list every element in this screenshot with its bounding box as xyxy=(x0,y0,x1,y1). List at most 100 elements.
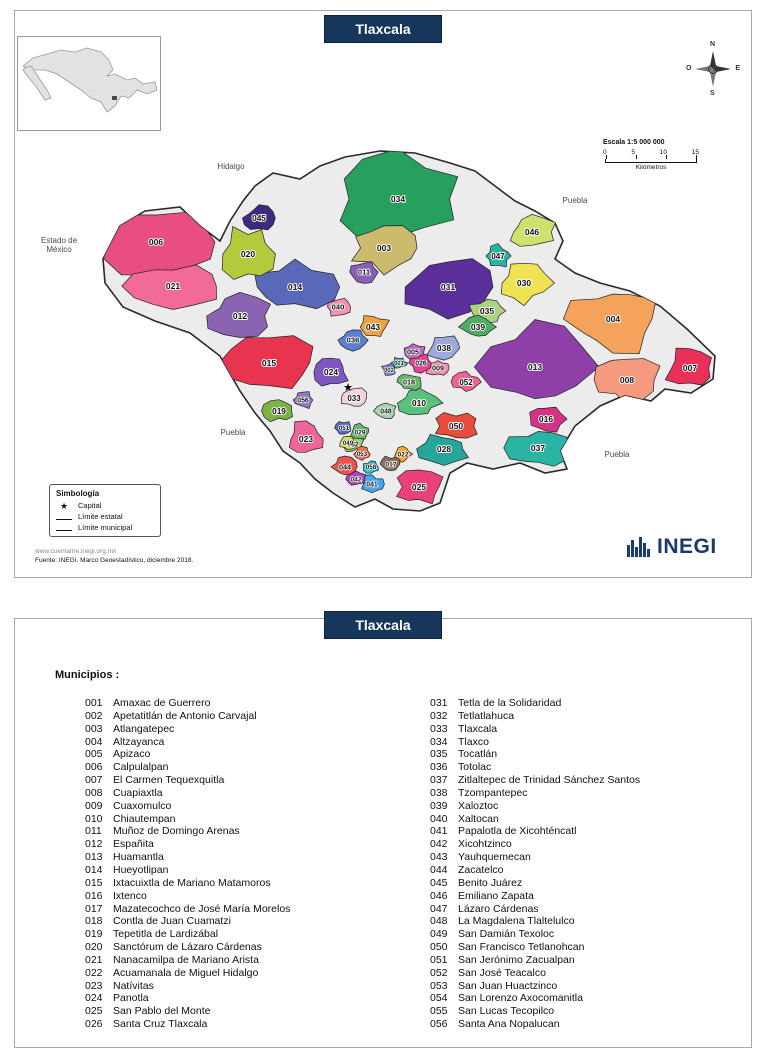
municipality-code: 052 xyxy=(430,966,448,979)
region-043 xyxy=(359,315,390,337)
region-047 xyxy=(485,243,512,268)
municipality-row: 050 San Francisco Tetlanohcan xyxy=(430,941,750,954)
region-012 xyxy=(206,292,272,338)
region-053 xyxy=(353,446,371,461)
region-026 xyxy=(408,353,432,374)
municipality-row: 015 Ixtacuixtla de Mariano Matamoros xyxy=(85,877,415,890)
municipality-row: 045 Benito Juárez xyxy=(430,877,750,890)
municipality-row: 023 Natívitas xyxy=(85,980,415,993)
municipality-name: Tlaxcala xyxy=(458,722,498,735)
municipality-row: 038 Tzompantepec xyxy=(430,787,750,800)
source-block: www.cuentame.inegi.org.mx Fuente: INEGI.… xyxy=(35,547,193,565)
region-label-051: 051 xyxy=(339,425,350,432)
compass-rose: N S E O xyxy=(686,41,740,97)
region-001 xyxy=(390,357,409,369)
municipality-name: Tocatlán xyxy=(458,748,498,761)
municipality-name: Sanctórum de Lázaro Cárdenas xyxy=(113,941,262,954)
region-label-049: 049 xyxy=(343,440,354,447)
neighbor-label-3: Puebla xyxy=(221,428,246,437)
municipality-code: 007 xyxy=(85,774,103,787)
municipality-code: 018 xyxy=(85,915,103,928)
municipality-code: 043 xyxy=(430,851,448,864)
municipality-code: 032 xyxy=(430,709,448,722)
region-013 xyxy=(473,319,600,400)
municipality-row: 036 Totolac xyxy=(430,761,750,774)
municipality-name: Papalotla de Xicohténcatl xyxy=(458,825,577,838)
municipality-name: Mazatecochco de José María Morelos xyxy=(113,902,291,915)
municipality-code: 019 xyxy=(85,928,103,941)
region-label-006: 006 xyxy=(149,237,163,247)
municipality-code: 044 xyxy=(430,863,448,876)
region-label-026: 026 xyxy=(415,360,427,367)
municipality-row: 012 Españita xyxy=(85,838,415,851)
municipios-heading: Municipios : xyxy=(55,669,120,681)
municipality-code: 037 xyxy=(430,774,448,787)
municipality-code: 047 xyxy=(430,902,448,915)
compass-south-label: S xyxy=(710,90,715,97)
region-label-042: 042 xyxy=(351,476,362,483)
region-label-041: 041 xyxy=(366,481,378,488)
source-url: www.cuentame.inegi.org.mx xyxy=(35,548,117,555)
region-label-005: 005 xyxy=(407,348,419,357)
municipality-name: Panotla xyxy=(113,992,149,1005)
region-label-016: 016 xyxy=(539,414,553,424)
region-label-050: 050 xyxy=(449,421,463,431)
municipality-row: 018 Contla de Juan Cuamatzi xyxy=(85,915,415,928)
municipality-row: 025 San Pablo del Monte xyxy=(85,1005,415,1018)
municipality-name: Emiliano Zapata xyxy=(458,889,534,902)
municipality-row: 052 San José Teacalco xyxy=(430,967,750,980)
municipality-code: 006 xyxy=(85,761,103,774)
region-033 xyxy=(340,387,368,407)
region-017 xyxy=(379,455,401,472)
region-label-001: 001 xyxy=(394,361,405,367)
region-011 xyxy=(349,261,379,284)
region-014 xyxy=(254,258,341,310)
legend-municipal-limit-label: Límite municipal xyxy=(78,523,133,532)
region-046 xyxy=(509,214,556,247)
municipality-row: 037 Zitlaltepec de Trinidad Sánchez Santo… xyxy=(430,774,750,787)
municipality-row: 033 Tlaxcala xyxy=(430,723,750,736)
municipality-row: 026 Santa Cruz Tlaxcala xyxy=(85,1018,415,1031)
region-label-037: 037 xyxy=(531,443,545,453)
municipality-name: Apetatitlán de Antonio Carvajal xyxy=(113,709,257,722)
municipality-code: 010 xyxy=(85,812,103,825)
municipality-name: Natívitas xyxy=(113,979,154,992)
thin-line-icon xyxy=(56,524,72,532)
region-label-053: 053 xyxy=(357,451,368,458)
municipality-row: 013 Huamantla xyxy=(85,851,415,864)
municipality-name: San José Teacalco xyxy=(458,966,546,979)
municipality-row: 010 Chiautempan xyxy=(85,813,415,826)
region-label-010: 010 xyxy=(412,398,426,408)
region-label-021: 021 xyxy=(166,281,180,291)
region-label-058: 058 xyxy=(366,464,377,471)
municipality-name: Xaloztoc xyxy=(458,799,499,812)
municipality-name: Tetla de la Solidaridad xyxy=(458,697,562,709)
region-016 xyxy=(529,406,568,433)
region-label-015: 015 xyxy=(262,358,276,368)
legend-item-capital: ★ Capital xyxy=(56,501,154,510)
map-legend: Simbología ★ Capital Límite estatal Lími… xyxy=(49,484,161,537)
municipality-name: Totolac xyxy=(458,761,492,774)
municipality-row: 043 Yauhquemecan xyxy=(430,851,750,864)
municipality-name: Hueyotlipan xyxy=(113,863,169,876)
municipality-column-right: 031 Tetla de la Solidaridad 032 Tetlatlahuc… xyxy=(430,697,750,1031)
municipality-name: Tepetitla de Lardizábal xyxy=(113,928,219,941)
municipality-name: Apizaco xyxy=(113,748,151,761)
municipality-row: 041 Papalotla de Xicohténcatl xyxy=(430,825,750,838)
municipality-row: 031 Tetla de la Solidaridad xyxy=(430,697,750,710)
mexico-silhouette xyxy=(22,47,158,113)
municipality-name: Chiautempan xyxy=(113,812,176,825)
inegi-logo: INEGI xyxy=(627,536,717,557)
municipality-row: 039 Xaloztoc xyxy=(430,800,750,813)
region-label-056: 056 xyxy=(297,397,309,404)
municipality-row: 001 Amaxac de Guerrero xyxy=(85,697,415,710)
municipality-code: 034 xyxy=(430,735,448,748)
region-label-032: 032 xyxy=(347,441,359,448)
scale-tick-1: 5 xyxy=(631,149,635,156)
scale-tick-0: 0 xyxy=(603,149,607,156)
legend-state-limit-label: Límite estatal xyxy=(78,512,123,521)
municipality-row: 040 Xaltocan xyxy=(430,813,750,826)
municipality-row: 051 San Jerónimo Zacualpan xyxy=(430,954,750,967)
region-058 xyxy=(363,460,379,474)
region-label-038: 038 xyxy=(437,343,451,353)
